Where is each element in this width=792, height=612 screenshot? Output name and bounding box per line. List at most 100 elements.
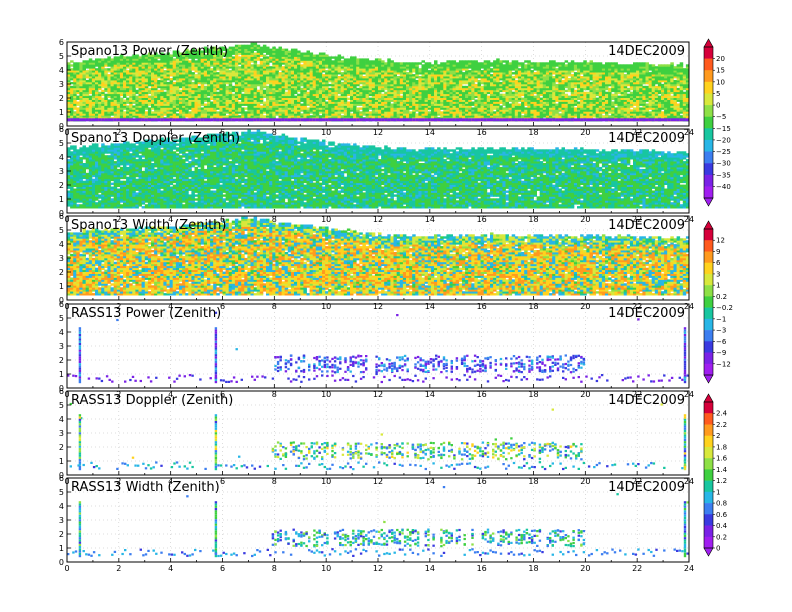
- data-cell: [421, 85, 425, 89]
- data-cell: [343, 93, 348, 97]
- data-cell: [88, 87, 93, 91]
- data-cell: [188, 97, 192, 100]
- data-cell: [303, 111, 307, 114]
- data-cell: [465, 105, 469, 108]
- data-cell: [234, 109, 239, 112]
- data-cell: [262, 76, 267, 79]
- data-cell: [468, 101, 472, 104]
- data-cell: [194, 115, 198, 118]
- data-cell: [412, 79, 416, 83]
- data-cell: [138, 83, 142, 87]
- data-cell: [207, 91, 211, 95]
- data-cell: [281, 87, 286, 91]
- data-cell: [440, 95, 444, 98]
- data-cell: [210, 115, 214, 118]
- data-cell: [328, 70, 332, 73]
- data-cell: [238, 62, 242, 65]
- data-cell: [154, 107, 158, 110]
- data-cell: [300, 72, 304, 75]
- data-cell: [294, 58, 298, 61]
- data-cell: [346, 64, 351, 67]
- data-cell: [306, 58, 310, 61]
- data-cell: [322, 56, 326, 59]
- data-cell: [505, 118, 509, 122]
- data-cell: [287, 50, 292, 53]
- data-cell: [185, 101, 189, 104]
- data-cell: [154, 89, 158, 93]
- data-cell: [228, 79, 233, 83]
- data-cell: [185, 97, 189, 100]
- data-cell: [234, 74, 239, 77]
- data-cell: [172, 58, 177, 61]
- data-cell: [290, 78, 295, 81]
- data-cell: [378, 66, 382, 69]
- data-cell: [287, 58, 292, 61]
- data-cell: [123, 107, 127, 110]
- data-cell: [390, 76, 394, 79]
- data-cell: [147, 56, 152, 59]
- data-cell: [337, 101, 342, 104]
- data-cell: [228, 105, 233, 108]
- data-cell: [119, 62, 124, 65]
- data-cell: [253, 76, 258, 79]
- data-cell: [104, 87, 108, 91]
- data-cell: [297, 113, 301, 116]
- data-cell: [346, 60, 351, 63]
- data-cell: [477, 74, 481, 77]
- data-cell: [157, 62, 161, 65]
- data-cell: [119, 109, 124, 112]
- data-cell: [67, 76, 71, 79]
- data-cell: [269, 93, 273, 97]
- data-cell: [250, 107, 254, 110]
- data-cell: [175, 115, 180, 118]
- data-cell: [340, 109, 345, 112]
- data-cell: [322, 113, 326, 116]
- data-cell: [483, 107, 488, 110]
- data-cell: [387, 93, 391, 97]
- data-cell: [79, 83, 83, 87]
- data-cell: [67, 72, 71, 75]
- data-cell: [446, 118, 450, 122]
- data-cell: [412, 101, 416, 104]
- data-cell: [402, 74, 407, 77]
- data-cell: [119, 74, 124, 77]
- data-cell: [303, 56, 307, 59]
- data-cell: [309, 60, 314, 63]
- data-cell: [129, 70, 133, 73]
- data-cell: [191, 93, 195, 97]
- data-cell: [312, 109, 317, 112]
- data-cell: [343, 60, 348, 63]
- data-cell: [104, 93, 108, 97]
- data-cell: [368, 118, 373, 122]
- data-cell: [443, 103, 447, 106]
- data-cell: [113, 103, 118, 106]
- data-cell: [79, 103, 83, 106]
- data-cell: [483, 78, 488, 81]
- data-cell: [175, 101, 180, 104]
- data-cell: [399, 113, 404, 116]
- data-cell: [107, 60, 111, 63]
- data-cell: [322, 109, 326, 112]
- data-cell: [76, 83, 80, 87]
- data-cell: [384, 105, 388, 108]
- data-cell: [477, 111, 481, 114]
- data-cell: [378, 93, 382, 97]
- data-cell: [303, 99, 307, 102]
- data-cell: [297, 105, 301, 108]
- data-cell: [418, 105, 422, 108]
- data-cell: [381, 97, 385, 100]
- data-cell: [452, 111, 457, 114]
- data-cell: [238, 91, 242, 95]
- data-cell: [88, 111, 93, 114]
- data-cell: [154, 70, 158, 73]
- data-cell: [384, 115, 388, 118]
- data-cell: [172, 74, 177, 77]
- data-cell: [490, 97, 494, 100]
- data-cell: [194, 99, 198, 102]
- data-cell: [331, 78, 335, 81]
- data-cell: [393, 81, 397, 85]
- data-cell: [465, 115, 469, 118]
- data-cell: [107, 83, 111, 87]
- data-cell: [101, 64, 105, 67]
- data-cell: [449, 81, 453, 85]
